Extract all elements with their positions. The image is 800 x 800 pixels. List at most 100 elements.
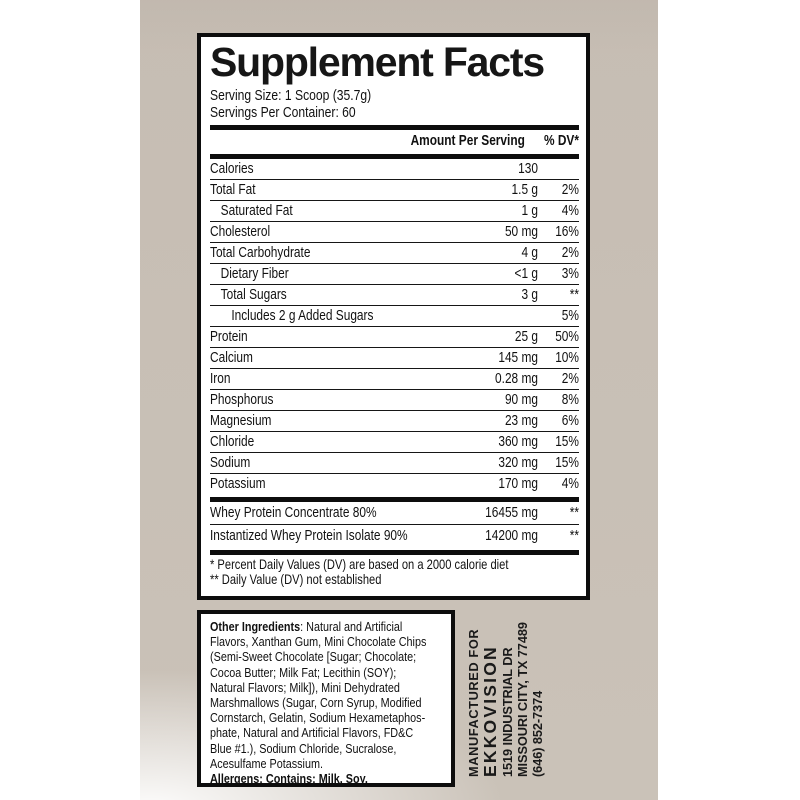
nutrient-amount: 25 g — [514, 328, 538, 345]
nutrient-dv: 6% — [561, 412, 579, 429]
thick-divider — [210, 125, 579, 130]
nutrient-label: Total Carbohydrate — [210, 245, 311, 262]
allergens-line: Allergens: Contains: Milk, Soy. — [210, 771, 368, 787]
nutrient-row: Chloride 360 mg 15% — [210, 432, 579, 453]
manufacturer-block: MANUFACTURED FOR EKKOVISION 1519 INDUSTR… — [466, 607, 552, 777]
nutrient-dv: 2% — [561, 370, 579, 387]
nutrient-row: Sodium 320 mg 15% — [210, 453, 579, 474]
protein-blend-rows: Whey Protein Concentrate 80% 16455 mg **… — [210, 502, 579, 547]
footnotes: * Percent Daily Values (DV) are based on… — [210, 557, 579, 588]
nutrient-row: Total Fat 1.5 g 2% — [210, 180, 579, 201]
amount-per-serving-header: Amount Per Serving — [410, 132, 525, 149]
nutrient-amount: 170 mg — [498, 475, 538, 492]
phone-number: (646) 852-7374 — [530, 690, 545, 777]
ingredients-line: phate, Natural and Artificial Flavors, F… — [210, 725, 414, 741]
nutrient-dv: 4% — [561, 475, 579, 492]
blend-label: Instantized Whey Protein Isolate 90% — [210, 527, 408, 544]
ingredients-line: (Semi-Sweet Chocolate [Sugar; Chocolate; — [210, 649, 417, 665]
nutrient-row: Dietary Fiber <1 g 3% — [210, 264, 579, 285]
nutrient-label: Includes 2 g Added Sugars — [231, 307, 374, 324]
nutrient-dv: 50% — [555, 328, 579, 345]
nutrient-amount: <1 g — [514, 266, 538, 283]
ingredients-line: Natural Flavors; Milk]), Mini Dehydrated — [210, 679, 400, 695]
ingredients-line: Marshmallows (Sugar, Corn Syrup, Modifie… — [210, 695, 422, 711]
blend-amount: 16455 mg — [485, 504, 538, 521]
nutrient-row: Iron 0.28 mg 2% — [210, 369, 579, 390]
nutrient-amount: 90 mg — [504, 391, 538, 408]
ingredients-line: Cornstarch, Gelatin, Sodium Hexametaphos… — [210, 710, 426, 726]
other-ingredients-text: Other Ingredients: Natural and Artificia… — [210, 619, 445, 787]
address-line-2: MISSOURI CITY, TX 77489 — [515, 622, 530, 777]
nutrient-label: Total Sugars — [220, 287, 287, 303]
nutrient-amount: 50 mg — [504, 224, 538, 241]
nutrient-label: Total Fat — [210, 182, 256, 199]
thick-divider — [210, 496, 579, 502]
nutrient-dv: 2% — [561, 182, 579, 199]
other-ingredients-box: Other Ingredients: Natural and Artificia… — [197, 610, 455, 787]
nutrient-row: Potassium 170 mg 4% — [210, 474, 579, 494]
footnote-line: * Percent Daily Values (DV) are based on… — [210, 556, 509, 572]
nutrient-dv: 16% — [555, 224, 579, 241]
ingredients-line: Blue #1.), Sodium Chloride, Sucralose, — [210, 740, 397, 756]
footnote-line: ** Daily Value (DV) not established — [210, 571, 382, 587]
supplement-facts-panel: Supplement Facts Serving Size: 1 Scoop (… — [197, 33, 590, 600]
nutrient-row: Phosphorus 90 mg 8% — [210, 390, 579, 411]
nutrient-rows: Calories 130 Total Fat 1.5 g 2% Saturate… — [210, 159, 579, 494]
nutrient-amount: 320 mg — [498, 454, 538, 471]
nutrient-amount: 0.28 mg — [495, 370, 538, 387]
panel-body: Serving Size: 1 Scoop (35.7g) Servings P… — [210, 88, 579, 587]
nutrient-row: Calories 130 — [210, 159, 579, 180]
nutrient-label: Saturated Fat — [220, 203, 293, 220]
blend-label: Whey Protein Concentrate 80% — [210, 504, 377, 521]
blend-row: Instantized Whey Protein Isolate 90% 142… — [210, 525, 579, 547]
thick-divider — [210, 549, 579, 555]
nutrient-dv: 8% — [561, 391, 579, 408]
nutrient-amount: 3 g — [521, 287, 538, 303]
nutrient-dv: 5% — [561, 307, 579, 324]
nutrient-dv: 15% — [555, 454, 579, 471]
nutrient-row: Total Carbohydrate 4 g 2% — [210, 243, 579, 264]
manufactured-for-label: MANUFACTURED FOR — [466, 628, 481, 777]
nutrient-row: Cholesterol 50 mg 16% — [210, 222, 579, 243]
ingredients-lines: Flavors, Xanthan Gum, Mini Chocolate Chi… — [210, 634, 445, 771]
nutrient-amount: 360 mg — [498, 433, 538, 450]
servings-per-container-text: Servings Per Container: 60 — [210, 105, 356, 121]
ingredients-line: Flavors, Xanthan Gum, Mini Chocolate Chi… — [210, 634, 427, 650]
nutrient-label: Calories — [210, 161, 254, 178]
percent-dv-header: % DV* — [543, 132, 579, 149]
nutrient-label: Sodium — [210, 454, 251, 471]
address-line-1: 1519 INDUSTRIAL DR — [500, 647, 515, 777]
nutrient-label: Iron — [210, 370, 231, 387]
nutrient-row: Calcium 145 mg 10% — [210, 348, 579, 369]
ingredients-line: Cocoa Butter; Milk Fat; Lecithin (SOY); — [210, 664, 397, 680]
nutrient-amount: 4 g — [521, 245, 538, 262]
ingredients-line: Acesulfame Potassium. — [210, 755, 323, 771]
nutrient-amount: 145 mg — [498, 349, 538, 366]
nutrient-row: Includes 2 g Added Sugars 5% — [210, 306, 579, 327]
thick-divider — [210, 154, 579, 159]
blend-row: Whey Protein Concentrate 80% 16455 mg ** — [210, 502, 579, 525]
serving-size-text: Serving Size: 1 Scoop (35.7g) — [210, 88, 372, 104]
panel-title: Supplement Facts — [210, 39, 545, 85]
nutrient-label: Chloride — [210, 433, 255, 450]
nutrient-amount: 1 g — [521, 203, 538, 220]
nutrient-label: Phosphorus — [210, 391, 274, 408]
nutrient-label: Potassium — [210, 475, 266, 492]
nutrient-dv: 3% — [561, 266, 579, 283]
brand-name: EKKOVISION — [480, 645, 500, 777]
nutrient-dv: 2% — [561, 245, 579, 262]
blend-dv: ** — [569, 527, 579, 544]
nutrient-label: Magnesium — [210, 412, 272, 429]
nutrient-label: Calcium — [210, 349, 253, 366]
nutrient-dv: 15% — [555, 433, 579, 450]
nutrient-dv: ** — [569, 287, 579, 303]
blend-amount: 14200 mg — [485, 527, 538, 544]
nutrient-label: Protein — [210, 328, 248, 345]
nutrient-amount: 130 — [518, 161, 538, 178]
nutrient-row: Total Sugars 3 g ** — [210, 285, 579, 306]
nutrient-amount: 23 mg — [504, 412, 538, 429]
ingredients-first-line: Other Ingredients: Natural and Artificia… — [210, 619, 445, 634]
nutrient-row: Magnesium 23 mg 6% — [210, 411, 579, 432]
nutrient-dv: 4% — [561, 203, 579, 220]
